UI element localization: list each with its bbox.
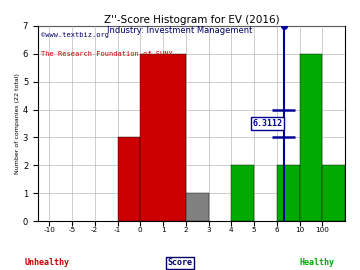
Bar bbox=[322, 165, 345, 221]
Bar bbox=[277, 165, 300, 221]
Text: The Research Foundation of SUNY: The Research Foundation of SUNY bbox=[41, 51, 173, 57]
Text: ©www.textbiz.org: ©www.textbiz.org bbox=[41, 32, 109, 38]
Text: Industry: Investment Management: Industry: Investment Management bbox=[107, 26, 253, 35]
Y-axis label: Number of companies (22 total): Number of companies (22 total) bbox=[15, 73, 20, 174]
Bar bbox=[186, 193, 208, 221]
Bar bbox=[300, 54, 322, 221]
Title: Z''-Score Histogram for EV (2016): Z''-Score Histogram for EV (2016) bbox=[104, 15, 279, 25]
Bar bbox=[231, 165, 254, 221]
Text: Healthy: Healthy bbox=[299, 258, 334, 267]
Text: Score: Score bbox=[167, 258, 193, 267]
Text: Unhealthy: Unhealthy bbox=[24, 258, 69, 267]
Bar bbox=[117, 137, 140, 221]
Text: 6.3112: 6.3112 bbox=[253, 119, 283, 128]
Bar bbox=[140, 54, 186, 221]
